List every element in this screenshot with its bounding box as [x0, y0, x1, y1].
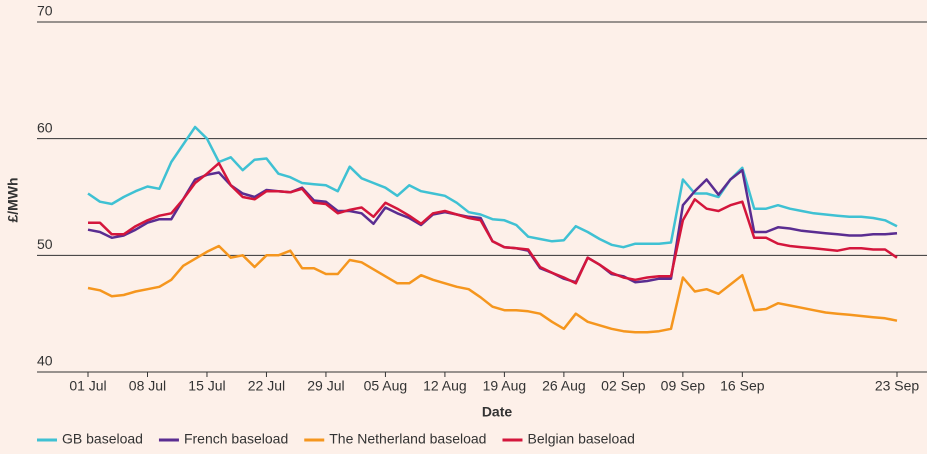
- legend-label: The Netherland baseload: [329, 431, 486, 447]
- x-tick-label: 19 Aug: [483, 378, 527, 394]
- x-tick-label: 26 Aug: [542, 378, 586, 394]
- x-tick-label: 09 Sep: [661, 378, 706, 394]
- x-tick-label: 29 Jul: [307, 378, 344, 394]
- x-tick-label: 12 Aug: [423, 378, 467, 394]
- x-tick-label: 22 Jul: [248, 378, 285, 394]
- x-tick-label: 05 Aug: [364, 378, 408, 394]
- x-tick-label: 08 Jul: [129, 378, 166, 394]
- legend-label: GB baseload: [62, 431, 143, 447]
- y-tick-label: 40: [37, 353, 53, 369]
- x-tick-label: 02 Sep: [601, 378, 646, 394]
- x-tick-label: 23 Sep: [875, 378, 920, 394]
- x-tick-label: 01 Jul: [69, 378, 106, 394]
- series-line: [88, 161, 898, 285]
- x-tick-label: 16 Sep: [720, 378, 765, 394]
- legend-label: French baseload: [184, 431, 288, 447]
- y-tick-label: 60: [37, 119, 53, 135]
- x-axis-label: Date: [482, 404, 513, 420]
- series-line: [87, 125, 898, 249]
- x-tick-label: 15 Jul: [188, 378, 225, 394]
- y-tick-label: 70: [37, 3, 53, 19]
- y-axis-label: £/MWh: [5, 177, 21, 222]
- series-line: [87, 244, 898, 334]
- legend-label: Belgian baseload: [527, 431, 634, 447]
- y-tick-label: 50: [37, 236, 53, 252]
